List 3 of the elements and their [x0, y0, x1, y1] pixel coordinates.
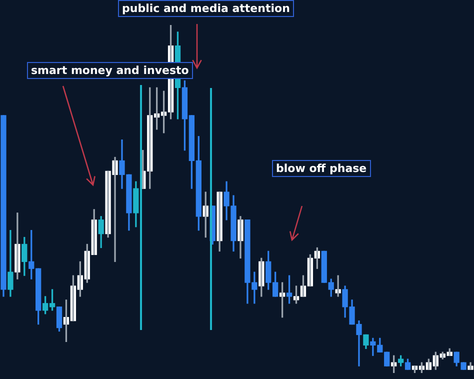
- annotation: blow off phase: [272, 160, 371, 177]
- text: public and media attention: [118, 0, 294, 17]
- annotation: smart money and investo: [27, 62, 193, 79]
